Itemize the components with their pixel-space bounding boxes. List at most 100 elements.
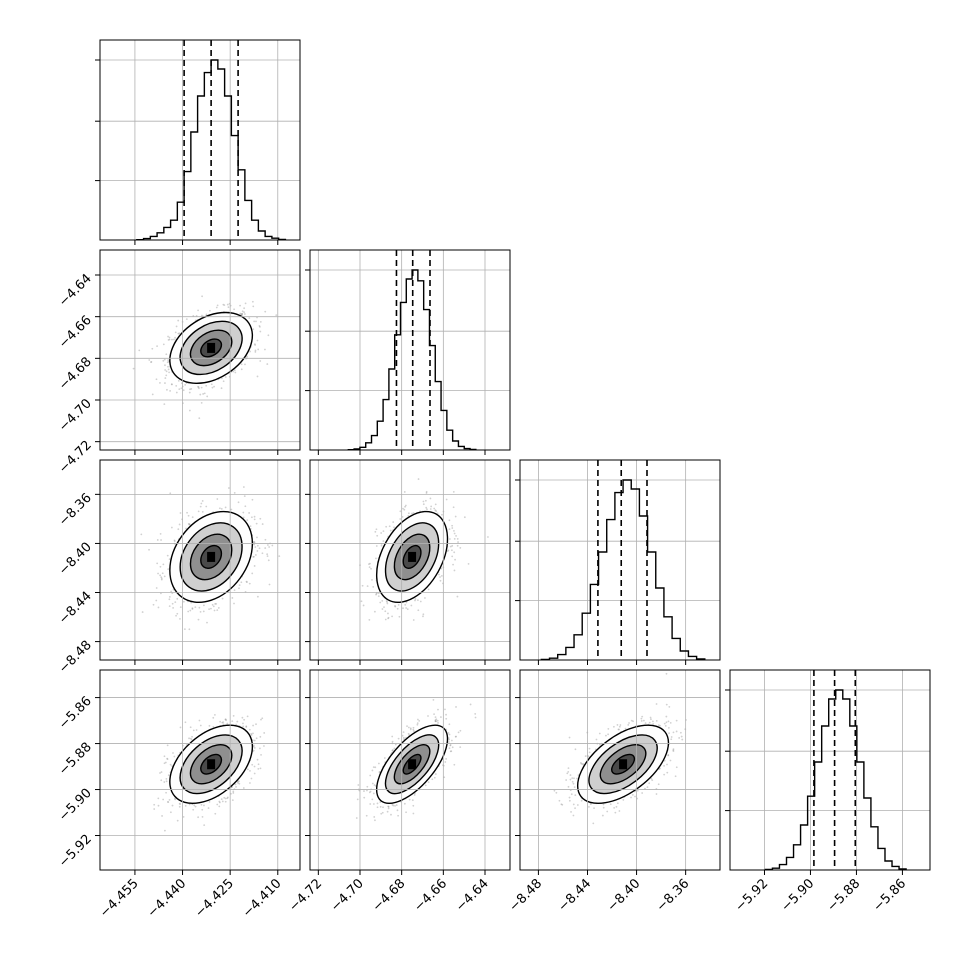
sample-point <box>163 403 166 406</box>
y-tick-label: −5.86 <box>56 694 95 733</box>
sample-point <box>256 536 258 539</box>
sample-point <box>212 605 215 608</box>
sample-point <box>140 533 143 536</box>
sample-point <box>402 507 404 510</box>
sample-point <box>224 797 227 800</box>
sample-point <box>443 776 446 779</box>
sample-point <box>246 581 248 583</box>
sample-point <box>243 307 246 310</box>
sample-point <box>401 734 404 737</box>
sample-point <box>382 540 385 542</box>
sample-point <box>360 600 363 603</box>
sample-point <box>369 562 371 565</box>
sample-point <box>474 713 477 715</box>
sample-point <box>449 545 452 548</box>
sample-point <box>257 767 260 770</box>
sample-point <box>160 779 163 782</box>
sample-point <box>401 516 404 518</box>
sample-point <box>179 512 182 514</box>
sample-point <box>172 752 174 754</box>
histogram-panel: −5.92 −5.90 −5.88 −5.86 <box>725 669 931 915</box>
panel-frame <box>99 39 301 241</box>
sample-point <box>374 766 377 769</box>
sample-point <box>156 562 159 565</box>
sample-point <box>174 798 177 801</box>
sample-point <box>244 302 247 305</box>
sample-point <box>448 519 451 522</box>
y-tick-label: −8.44 <box>56 589 95 628</box>
sample-point <box>425 492 428 494</box>
sample-point <box>226 722 229 725</box>
sample-point <box>452 563 454 566</box>
sample-point <box>391 735 394 738</box>
sample-point <box>231 799 234 801</box>
sample-point <box>163 781 166 783</box>
sample-point <box>141 611 144 613</box>
sample-point <box>266 363 269 365</box>
sample-point <box>189 388 191 391</box>
sample-point <box>250 777 253 780</box>
sample-point <box>250 516 253 519</box>
sample-point <box>177 528 180 531</box>
sample-point <box>410 604 413 607</box>
sample-point <box>244 363 246 366</box>
sample-point <box>424 784 427 787</box>
sample-point <box>242 787 245 789</box>
sample-point <box>243 313 246 315</box>
panel-frame <box>309 249 511 451</box>
sample-point <box>253 739 256 742</box>
sample-point <box>424 499 427 502</box>
sample-point <box>263 745 265 747</box>
sample-point <box>266 553 269 556</box>
sample-point <box>440 567 443 570</box>
sample-point <box>159 532 162 535</box>
sample-point <box>242 725 245 728</box>
sample-point <box>386 601 388 603</box>
sample-point <box>242 486 245 488</box>
panel-frame <box>99 669 301 871</box>
sample-point <box>190 738 193 741</box>
sample-point <box>257 763 260 766</box>
sample-point <box>184 804 187 807</box>
sample-point <box>449 750 452 753</box>
sample-point <box>435 510 438 512</box>
y-tick-label: −4.64 <box>56 271 95 310</box>
sample-point <box>407 514 410 517</box>
sample-point <box>371 782 374 785</box>
sample-point <box>223 796 226 799</box>
sample-point <box>368 791 371 794</box>
sample-point <box>434 720 437 723</box>
sample-point <box>157 797 160 800</box>
sample-point <box>383 606 385 609</box>
sample-point <box>210 383 213 386</box>
sample-point <box>254 554 257 556</box>
sample-point <box>197 385 199 388</box>
scatter-panel: −4.72−4.70−4.68−4.66−4.64 <box>286 669 511 915</box>
sample-point <box>253 565 256 567</box>
sample-point <box>361 584 364 587</box>
sample-point <box>206 621 208 624</box>
sample-point <box>252 745 255 748</box>
sample-point <box>451 527 454 529</box>
sample-point <box>228 487 230 489</box>
sample-point <box>148 548 150 551</box>
sample-point <box>397 814 400 817</box>
sample-point <box>374 530 377 533</box>
sample-point <box>170 526 173 529</box>
sample-point <box>407 726 410 729</box>
sample-point <box>205 313 208 316</box>
sample-point <box>211 386 214 389</box>
sample-point <box>259 320 262 323</box>
sample-point <box>253 540 255 543</box>
y-tick-label: −8.48 <box>56 638 95 677</box>
sample-point <box>215 602 218 605</box>
sample-point <box>153 808 156 810</box>
sample-point <box>164 829 166 832</box>
sample-point <box>253 518 256 521</box>
sample-point <box>203 824 206 827</box>
sample-point <box>202 604 205 607</box>
sample-point <box>177 379 180 382</box>
sample-point <box>165 780 168 783</box>
sample-point <box>256 595 259 598</box>
sample-point <box>417 718 419 721</box>
